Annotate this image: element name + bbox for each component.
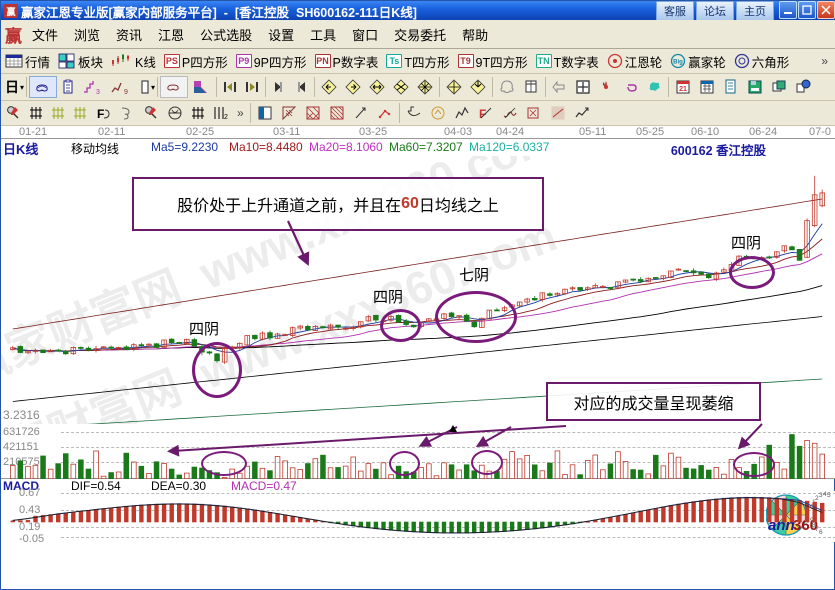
svg-text:Big: Big (673, 60, 683, 66)
svg-text:F: F (97, 107, 104, 120)
svg-text:2: 2 (224, 114, 228, 120)
svg-text:3: 3 (96, 89, 100, 95)
svg-text:21: 21 (679, 86, 687, 93)
svg-text:9: 9 (124, 89, 128, 95)
